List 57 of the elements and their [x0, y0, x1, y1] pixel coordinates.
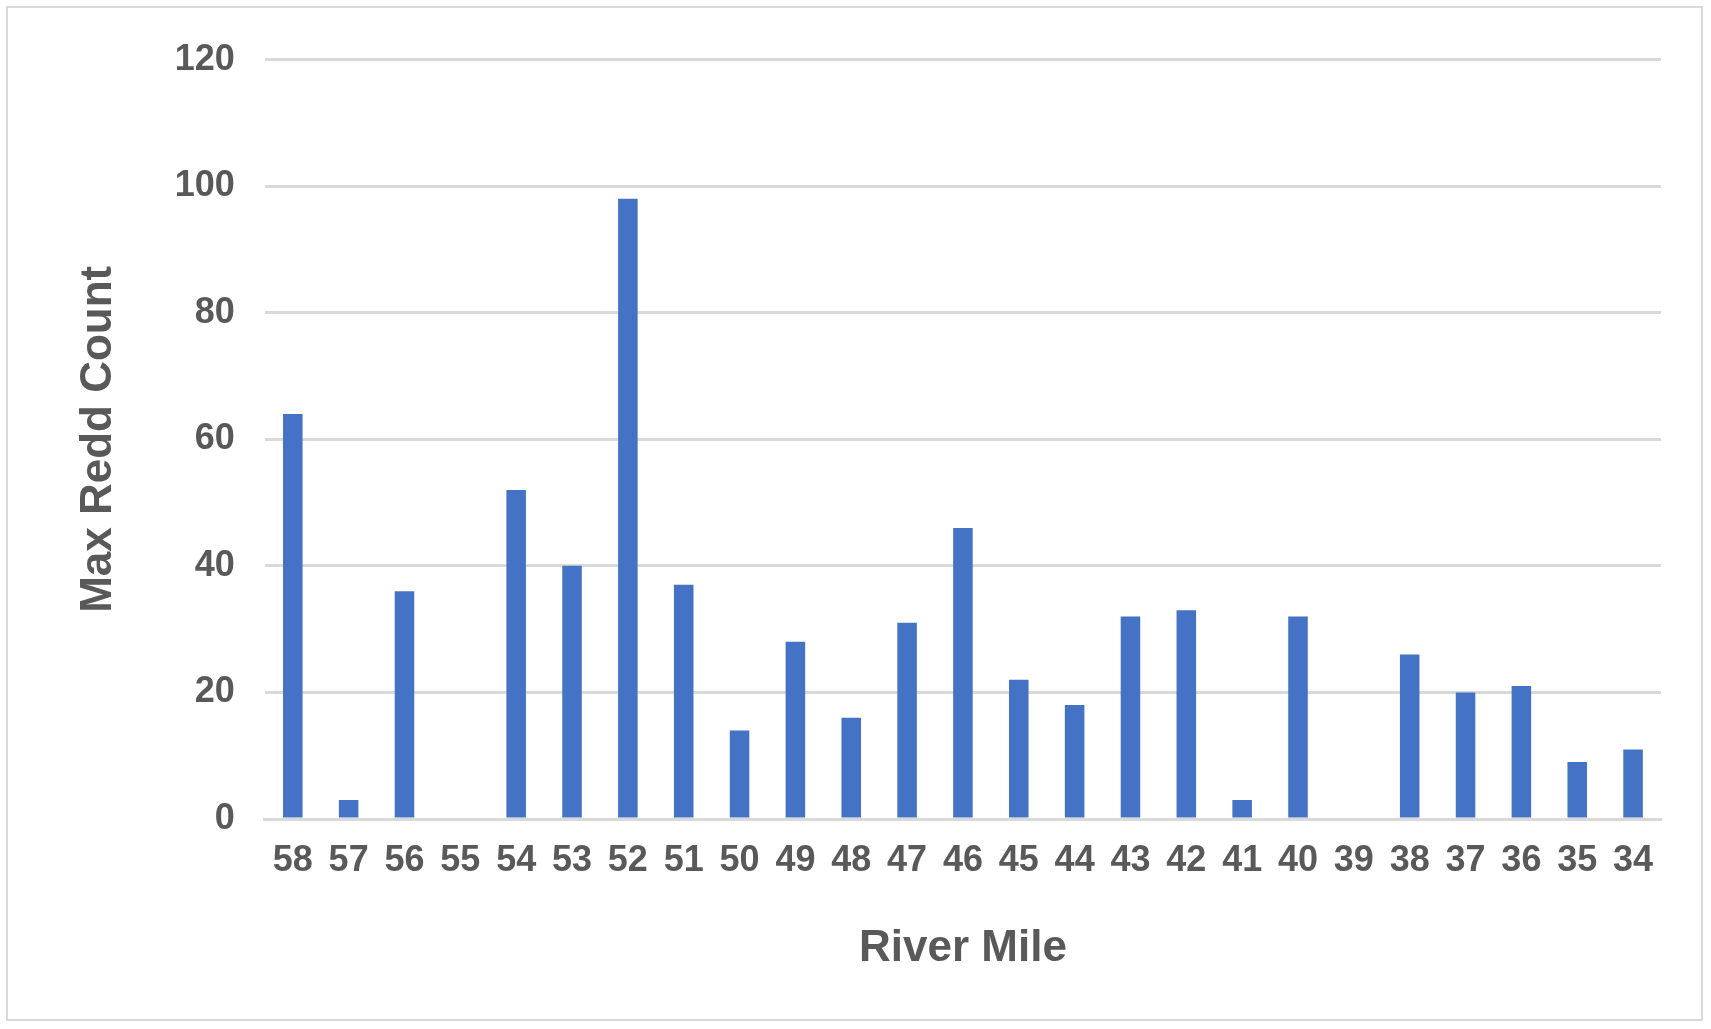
- x-tick-label: 37: [1445, 837, 1486, 879]
- bar: [394, 591, 415, 818]
- y-axis-title: Max Redd Count: [70, 265, 120, 613]
- x-tick-label: 58: [272, 837, 313, 879]
- bar: [1288, 616, 1308, 818]
- x-tick-label: 45: [998, 837, 1039, 879]
- x-tick-label: 36: [1501, 837, 1542, 879]
- x-tick-label: 48: [831, 837, 872, 879]
- x-tick-label: 53: [551, 837, 593, 879]
- y-tick-label: 60: [194, 416, 235, 458]
- x-tick-label: 35: [1557, 837, 1598, 879]
- x-tick-label: 34: [1613, 837, 1654, 879]
- x-tick-label: 47: [887, 837, 928, 879]
- x-tick-label: 38: [1389, 837, 1430, 879]
- y-tick-label: 0: [214, 795, 235, 837]
- bar: [506, 489, 526, 818]
- x-tick-label: 40: [1277, 837, 1319, 879]
- x-tick-label: 49: [775, 837, 816, 879]
- bar: [1623, 749, 1643, 818]
- x-tick-label: 43: [1110, 837, 1151, 879]
- bar: [1455, 692, 1476, 818]
- x-tick-label: 51: [663, 837, 704, 879]
- bar: [1232, 800, 1252, 818]
- x-tick-label: 50: [719, 837, 760, 879]
- x-tick-label: 42: [1166, 837, 1207, 879]
- x-tick-label: 55: [440, 837, 481, 879]
- y-tick-label: 80: [194, 289, 235, 331]
- x-tick-label: 52: [607, 837, 648, 879]
- bar: [673, 584, 694, 818]
- x-tick-label: 44: [1054, 837, 1095, 879]
- x-tick-label: 54: [496, 837, 537, 879]
- x-axis-title: River Mile: [858, 920, 1067, 970]
- bar: [338, 800, 359, 818]
- x-tick-label: 39: [1333, 837, 1374, 879]
- y-tick-label: 120: [174, 36, 235, 78]
- bar: [1064, 705, 1085, 818]
- x-tick-label: 41: [1222, 837, 1263, 879]
- x-tick-label: 56: [384, 837, 425, 879]
- bar: [562, 565, 582, 818]
- bar: [1399, 654, 1420, 818]
- bar: [1511, 686, 1532, 818]
- y-tick-label: 100: [174, 163, 235, 205]
- bar: [785, 641, 806, 818]
- bar: [841, 717, 862, 818]
- bar: [283, 413, 303, 818]
- bar: [729, 730, 750, 818]
- bar: [1176, 610, 1197, 818]
- bar: [897, 622, 917, 818]
- y-tick-label: 40: [194, 542, 235, 584]
- bar: [618, 198, 638, 818]
- x-tick-label: 57: [328, 837, 369, 879]
- y-tick-label: 20: [194, 669, 235, 711]
- bar: [953, 527, 973, 818]
- bar: [1567, 762, 1588, 818]
- bar: [1120, 616, 1141, 818]
- bar: [1009, 679, 1029, 818]
- x-tick-label: 46: [942, 837, 983, 879]
